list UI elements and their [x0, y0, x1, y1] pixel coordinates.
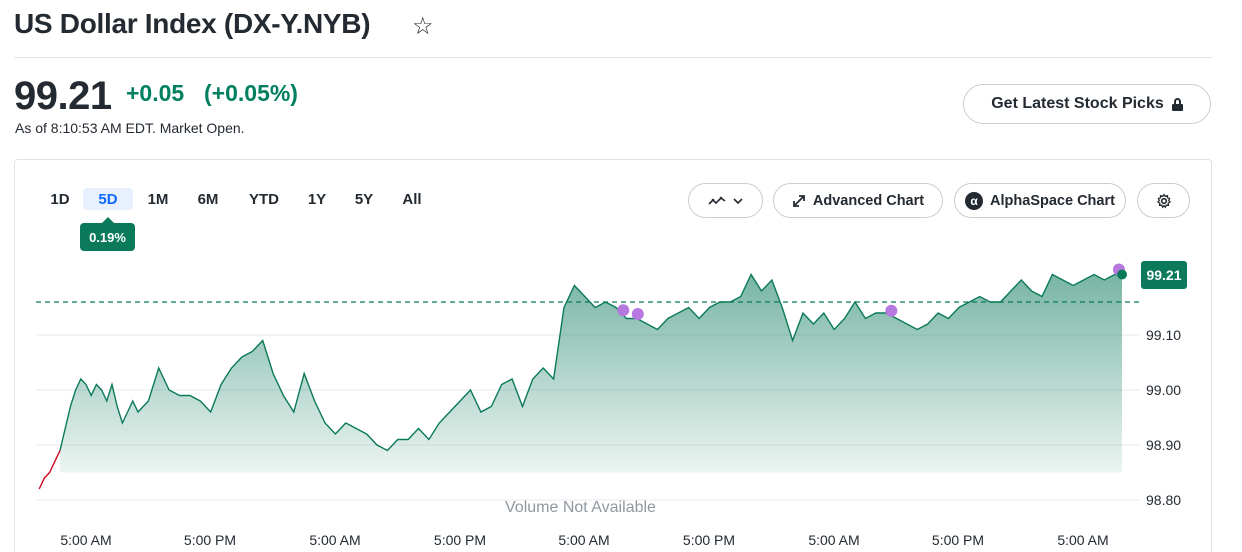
- x-axis-tick: 5:00 AM: [309, 532, 361, 548]
- price-area-fill: [60, 274, 1122, 473]
- price-line: [59, 273, 1122, 452]
- x-axis-tick: 5:00 AM: [60, 532, 112, 548]
- x-axis-tick: 5:00 PM: [183, 532, 237, 548]
- chart-type-icon: [708, 196, 726, 205]
- volume-not-available: Volume Not Available: [505, 499, 656, 516]
- x-axis-tick: 5:00 PM: [931, 532, 985, 548]
- market-status: As of 8:10:53 AM EDT. Market Open.: [15, 120, 245, 136]
- advanced-chart-label: Advanced Chart: [812, 192, 925, 209]
- event-marker[interactable]: [885, 304, 898, 317]
- x-axis-tick: 5:00 AM: [1057, 532, 1109, 548]
- x-axis-tick: 5:00 AM: [558, 532, 610, 548]
- x-axis-tick: 5:00 PM: [682, 532, 736, 548]
- tab-ytd[interactable]: YTD: [249, 190, 279, 208]
- page-title: US Dollar Index (DX-Y.NYB): [14, 8, 371, 39]
- price: 99.21: [14, 74, 112, 118]
- range-change-badge: 0.19%: [80, 217, 135, 251]
- advanced-chart-button[interactable]: Advanced Chart: [773, 183, 943, 218]
- tab-1m[interactable]: 1M: [147, 190, 169, 208]
- header-divider: [14, 57, 1212, 58]
- lock-icon: [1171, 97, 1183, 111]
- alphaspace-chart-button[interactable]: α AlphaSpace Chart: [954, 183, 1126, 218]
- price-change-percent: (+0.05%): [204, 80, 298, 106]
- alphaspace-chart-label: AlphaSpace Chart: [990, 192, 1115, 209]
- last-price-label: 99.21: [1141, 261, 1187, 289]
- tab-1d[interactable]: 1D: [50, 190, 70, 208]
- x-axis-tick: 5:00 PM: [433, 532, 487, 548]
- price-change: +0.05: [126, 80, 185, 106]
- y-axis-tick: 99.00: [1146, 382, 1182, 398]
- get-stock-picks-button[interactable]: Get Latest Stock Picks: [963, 84, 1211, 124]
- chevron-down-icon: [733, 197, 743, 204]
- star-outline-icon[interactable]: ☆: [412, 13, 434, 40]
- event-marker[interactable]: [617, 304, 630, 317]
- y-axis-tick: 99.10: [1146, 327, 1182, 343]
- chart-card: [14, 159, 1212, 552]
- event-marker[interactable]: [631, 308, 644, 321]
- get-stock-picks-label: Get Latest Stock Picks: [991, 95, 1164, 112]
- tab-all[interactable]: All: [402, 190, 422, 208]
- gear-icon: [1156, 192, 1171, 208]
- last-price-dot: [1117, 269, 1128, 280]
- x-axis-tick: 5:00 AM: [808, 532, 860, 548]
- y-axis-tick: 98.80: [1146, 492, 1182, 508]
- pre-market-line: [38, 450, 61, 490]
- y-axis-tick: 98.90: [1146, 437, 1182, 453]
- alphaspace-icon: α: [965, 191, 984, 210]
- expand-icon: [792, 194, 805, 207]
- chart-type-button[interactable]: [688, 183, 763, 218]
- tab-5d[interactable]: 5D: [83, 188, 133, 210]
- tab-6m[interactable]: 6M: [197, 190, 219, 208]
- tab-1y[interactable]: 1Y: [307, 190, 327, 208]
- chart-settings-button[interactable]: [1137, 183, 1190, 218]
- tab-5y[interactable]: 5Y: [354, 190, 374, 208]
